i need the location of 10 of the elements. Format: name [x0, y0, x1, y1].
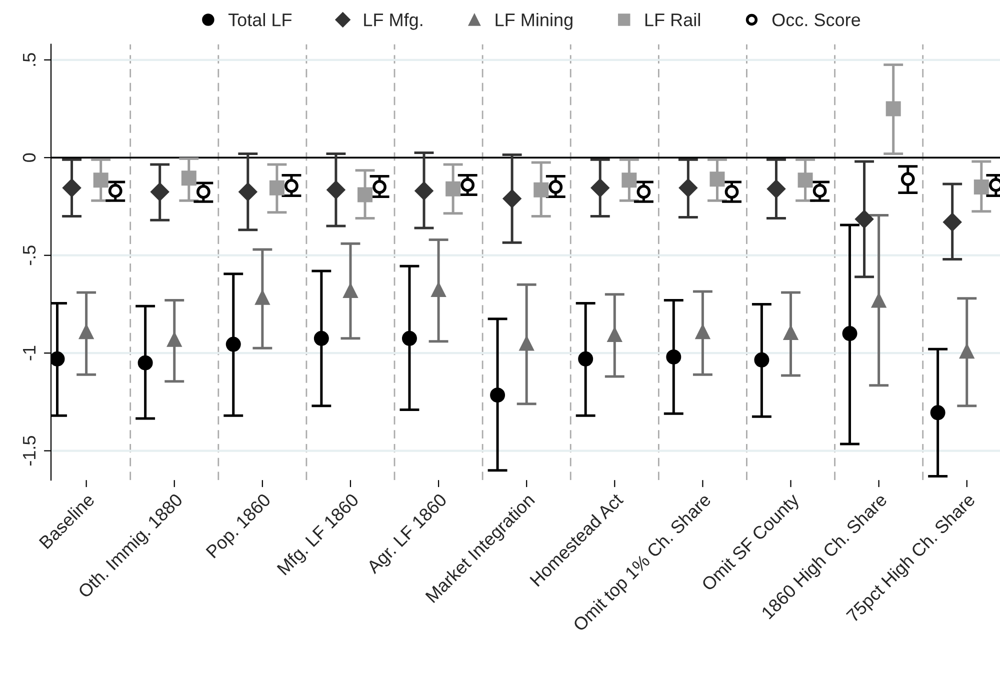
legend-label: Occ. Score	[772, 13, 860, 26]
y-tick-label: -1.5	[23, 436, 36, 466]
legend-label: LF Rail	[645, 12, 700, 26]
y-tick-label: -1	[23, 346, 36, 360]
y-tick-label: .5	[23, 53, 36, 66]
legend-label: LF Mfg.	[364, 13, 422, 30]
y-tick-label: -.5	[23, 246, 36, 266]
legend-label: Total LF	[228, 12, 292, 26]
legend-label: LF Mining	[496, 12, 572, 30]
y-tick-label: 0	[22, 153, 36, 162]
